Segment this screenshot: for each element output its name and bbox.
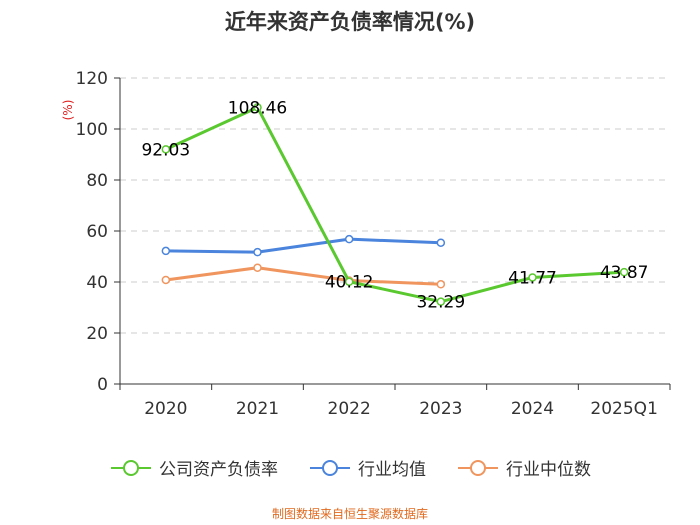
data-label: 41.77: [508, 268, 557, 288]
axis-layer: 0 20 40 60 80 100 120(%) 2020 2021 2022 2023 2024 20…: [61, 69, 671, 419]
data-label: 108.46: [228, 98, 287, 118]
data-point: [436, 297, 446, 306]
data-label: 40.12: [325, 273, 374, 293]
y-tick-label: 80: [86, 171, 108, 191]
series-line-0: [165, 105, 625, 304]
y-tick-label: 100: [76, 120, 108, 140]
x-tick-label: 2023: [419, 399, 462, 419]
data-label: 32.29: [416, 293, 465, 313]
legend-swatch-icon: [310, 459, 350, 476]
grid-layer: [120, 77, 670, 334]
data-point: [528, 273, 537, 282]
legend-swatch-icon: [111, 459, 151, 476]
series-line-1: [165, 237, 441, 254]
y-tick-label: 0: [97, 375, 108, 395]
legend-label: 公司资产负债率: [159, 460, 278, 480]
data-label: 92.03: [141, 140, 190, 160]
y-tick-label: 40: [86, 273, 108, 293]
data-point: [253, 103, 262, 112]
data-point: [344, 277, 354, 286]
legend-item[interactable]: 行业均值: [308, 455, 426, 480]
data-point: [161, 275, 171, 285]
series-layer: [161, 103, 629, 306]
chart-title: 近年来资产负债率情况(%): [224, 10, 476, 34]
legend-item[interactable]: 行业中位数: [456, 455, 591, 480]
legend-swatch-icon: [458, 459, 498, 476]
source-note: 制图数据来自恒生聚源数据库: [271, 507, 428, 521]
x-tick-label: 2024: [511, 399, 554, 419]
data-point: [253, 263, 262, 272]
data-point: [619, 267, 629, 277]
data-label: 43.87: [600, 263, 649, 283]
legend-item[interactable]: 公司资产负债率: [109, 455, 278, 480]
y-tick-label: 120: [76, 69, 108, 89]
label-layer: 92.03 108.46 40.12 32.29 41.77 43.87: [141, 98, 648, 312]
data-point: [436, 280, 446, 289]
y-tick-label: 20: [86, 324, 108, 344]
data-point: [253, 247, 262, 257]
y-tick-label: 60: [86, 222, 108, 242]
y-axis-unit-label: (%): [61, 100, 75, 121]
data-point: [344, 234, 354, 244]
data-point: [436, 238, 446, 247]
series-line-2: [165, 266, 441, 286]
x-tick-label: 2021: [236, 399, 279, 419]
x-tick-label: 2025Q1: [590, 399, 657, 419]
x-tick-label: 2022: [328, 399, 371, 419]
data-point: [161, 145, 171, 154]
data-point: [161, 246, 171, 256]
legend-label: 行业中位数: [506, 460, 591, 480]
legend-label: 行业均值: [358, 460, 426, 480]
legend: 公司资产负债率 行业均值 行业中位数: [0, 455, 700, 480]
x-tick-label: 2020: [144, 399, 187, 419]
